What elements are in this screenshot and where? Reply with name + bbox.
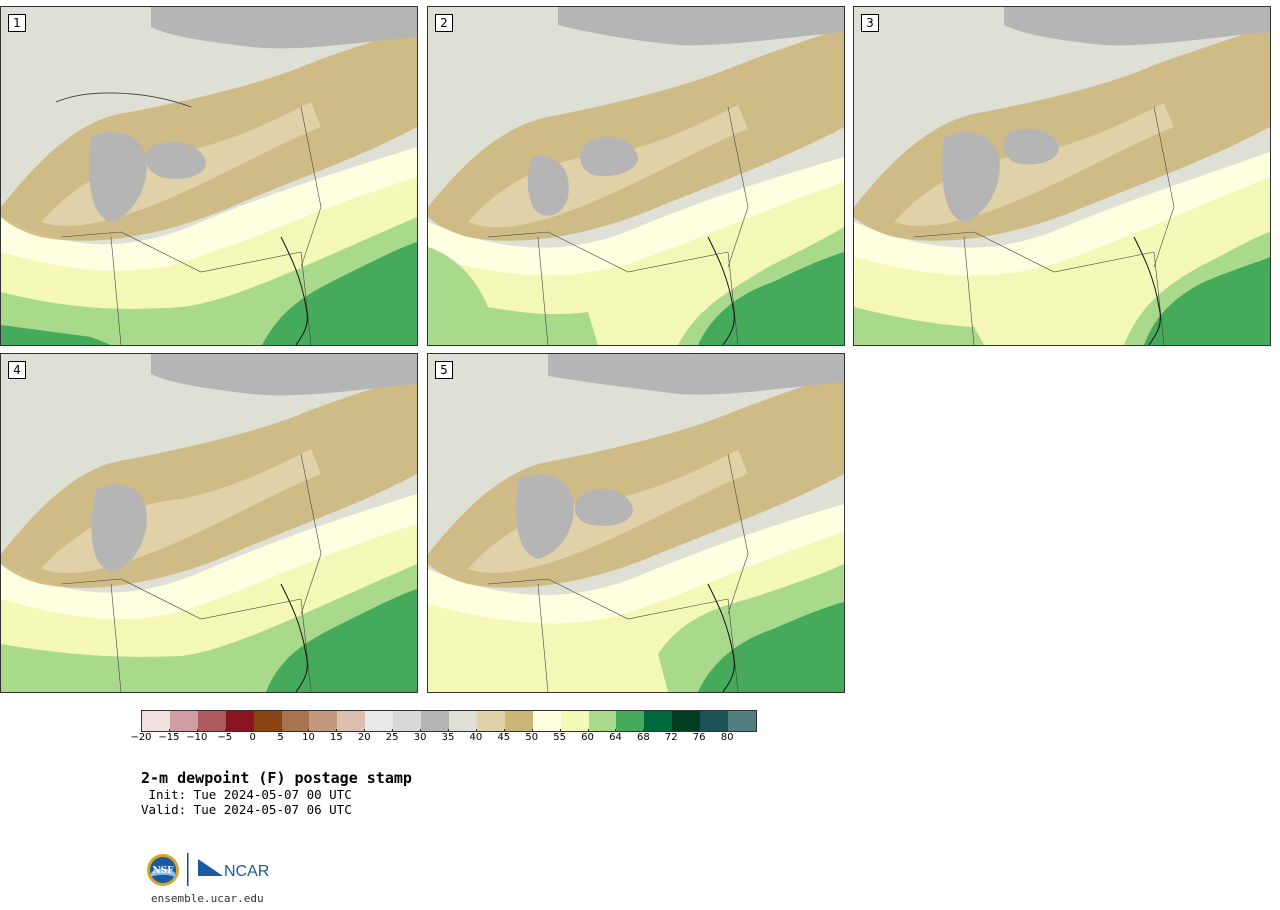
colorbar-segment (197, 711, 226, 731)
colorbar-tick-label: 50 (525, 732, 539, 743)
colorbar-tick-label: −10 (186, 732, 208, 743)
colorbar-tick-label: 60 (581, 732, 594, 743)
colorbar-segment (728, 711, 756, 731)
colorbar-segment (421, 711, 449, 731)
colorbar-tick-label: 35 (441, 732, 455, 743)
map-panel-4: 4 (0, 353, 418, 693)
colorbar-segment (532, 711, 561, 731)
colorbar-tick-label: 72 (664, 732, 678, 743)
colorbar-segment (281, 711, 310, 731)
colorbar-tick-label: 80 (720, 732, 734, 743)
colorbar-tick-label: 40 (469, 732, 483, 743)
colorbar-tick-mark (503, 729, 505, 732)
colorbar-tick-label: 20 (357, 732, 371, 743)
map-panel-2: 2 (427, 6, 845, 346)
colorbar-tick-label: 10 (302, 732, 315, 743)
colorbar-segment (448, 711, 477, 731)
colorbar-segment (476, 711, 505, 731)
colorbar-tick-label: 25 (385, 732, 399, 743)
colorbar-tick-label: −20 (130, 732, 152, 743)
colorbar-tick-label: 0 (249, 732, 256, 743)
colorbar-tick-label: −5 (217, 732, 233, 743)
map-panel-5: 5 (427, 353, 845, 693)
panel-label: 5 (435, 361, 453, 379)
plot-title: 2-m dewpoint (F) postage stamp (141, 769, 412, 787)
colorbar-tick-mark (224, 729, 226, 732)
colorbar-segment (169, 711, 198, 731)
colorbar-segment (560, 711, 589, 731)
colorbar-tick-mark (336, 729, 338, 732)
colorbar-tick-label: 68 (636, 732, 650, 743)
nsf-ncar-logo: NSF NCAR (146, 851, 276, 889)
valid-time: Valid: Tue 2024-05-07 06 UTC (141, 802, 352, 817)
colorbar-tick-mark (364, 729, 366, 732)
colorbar-tick-mark (559, 729, 561, 732)
colorbar-segment (672, 711, 701, 731)
dewpoint-map-1 (1, 7, 417, 345)
init-time: Init: Tue 2024-05-07 00 UTC (141, 787, 352, 802)
colorbar-segment (700, 711, 729, 731)
map-panel-3: 3 (853, 6, 1271, 346)
nsf-text: NSF (152, 866, 174, 876)
colorbar-segment (225, 711, 254, 731)
colorbar-tick-mark (168, 729, 170, 732)
dewpoint-map-3 (854, 7, 1270, 345)
colorbar-tick-mark (280, 729, 282, 732)
colorbar-tick-mark (420, 729, 422, 732)
colorbar-segment (504, 711, 533, 731)
colorbar-tick-mark (448, 729, 449, 732)
dewpoint-map-4 (1, 354, 417, 692)
colorbar-tick-mark (671, 729, 673, 732)
colorbar-tick-label: 45 (497, 732, 511, 743)
colorbar-tick-mark (643, 729, 645, 732)
colorbar-tick-label: −15 (158, 732, 180, 743)
dewpoint-map-2 (428, 7, 844, 345)
ncar-text: NCAR (224, 863, 269, 880)
colorbar-tick-mark (141, 729, 142, 732)
colorbar-tick-mark (699, 729, 701, 732)
colorbar-segment (309, 711, 338, 731)
colorbar-tick-label: 5 (277, 732, 284, 743)
colorbar-segment (365, 711, 394, 731)
colorbar-tick-mark (615, 729, 617, 732)
panel-label: 2 (435, 14, 453, 32)
colorbar-segment (253, 711, 282, 731)
map-panel-1: 1 (0, 6, 418, 346)
colorbar-segment (616, 711, 645, 731)
colorbar-segment (337, 711, 366, 731)
colorbar-tick-label: 15 (329, 732, 343, 743)
colorbar-tick-mark (196, 729, 198, 732)
colorbar-tick-label: 30 (413, 732, 427, 743)
colorbar-tick-label: 76 (692, 732, 706, 743)
colorbar-tick-mark (475, 729, 477, 732)
colorbar-segment (393, 711, 422, 731)
colorbar-segment (142, 711, 170, 731)
panel-label: 3 (861, 14, 879, 32)
panel-label: 1 (8, 14, 26, 32)
colorbar-ticks: −20 −15 −10 −5 0 5 10 15 20 25 30 35 40 45 50 55 60 64 68 7… (130, 729, 755, 748)
colorbar-tick-mark (531, 729, 533, 732)
colorbar-tick-mark (727, 729, 729, 732)
colorbar-tick-mark (252, 729, 254, 732)
colorbar-tick-label: 64 (609, 732, 622, 743)
colorbar-tick-mark (587, 729, 589, 732)
website-url: ensemble.ucar.edu (151, 892, 264, 905)
colorbar (141, 710, 757, 732)
colorbar-segment (588, 711, 617, 731)
panel-label: 4 (8, 361, 26, 379)
colorbar-tick-label: 55 (553, 732, 566, 743)
logo-graphic: NSF NCAR (147, 853, 269, 886)
colorbar-tick-mark (392, 729, 394, 732)
colorbar-segment (644, 711, 673, 731)
colorbar-tick-mark (308, 729, 310, 732)
dewpoint-map-5 (428, 354, 844, 692)
